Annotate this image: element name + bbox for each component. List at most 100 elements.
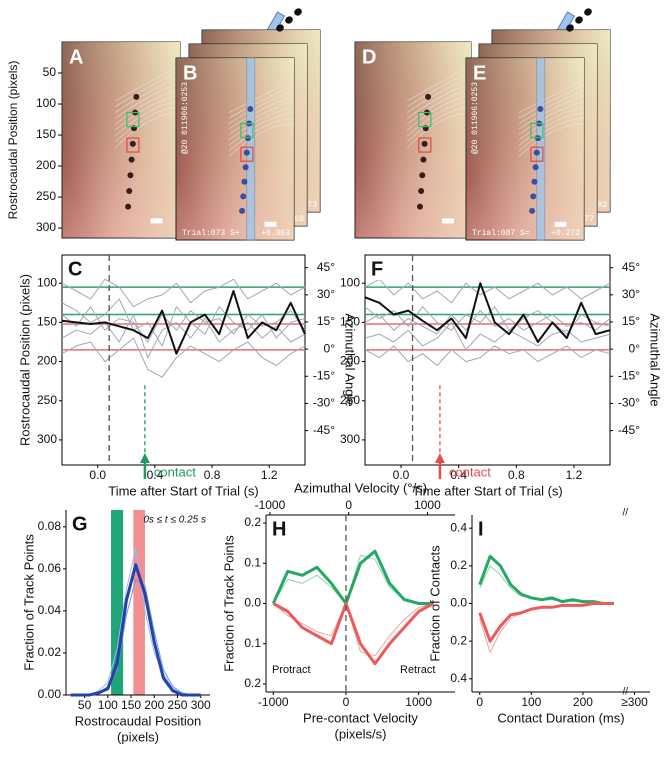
annotation: Protract	[272, 664, 311, 676]
whisker	[114, 94, 181, 131]
x2-axis-label: Azimuthal Velocity (°/s)	[294, 480, 427, 495]
green-box	[418, 111, 432, 128]
y-tick-label: 100	[37, 275, 57, 289]
follicle	[419, 172, 426, 179]
whisker	[114, 77, 181, 113]
whisker	[518, 106, 585, 141]
stack-dot	[575, 16, 583, 24]
green-box	[126, 111, 140, 128]
frame-number: 73	[307, 201, 317, 210]
data-line	[61, 337, 306, 378]
photo-light	[62, 42, 180, 238]
x-axis-label: (pixels)	[117, 729, 159, 744]
panel-letter: G	[72, 513, 88, 535]
y-tick-label: 0.1	[244, 636, 261, 650]
contact-arrowhead	[139, 453, 150, 463]
y-tick-label: 0.04	[38, 603, 62, 617]
x-tick-label: 150	[121, 698, 141, 712]
y2-tick-label: 45°	[317, 260, 335, 274]
x2-tick-label: -1000	[255, 498, 286, 512]
whisker	[114, 106, 181, 143]
y2-tick-label: 0°	[629, 341, 641, 355]
y2-axis-label: Azimuthal Angle	[343, 313, 358, 406]
red-box	[418, 137, 432, 153]
scale-bar	[442, 218, 454, 224]
y-tick-label: 0.4	[450, 520, 467, 534]
y2-axis-label: Azimuthal Angle	[648, 313, 663, 406]
x2-tick-label: 0	[345, 498, 352, 512]
whisker	[518, 101, 585, 135]
red-box	[240, 146, 254, 162]
y-tick-label: 0.06	[38, 561, 62, 575]
whisker	[228, 79, 295, 113]
follicle	[532, 164, 539, 171]
y2-tick-label: -15°	[618, 368, 640, 382]
contact-label: contact	[154, 464, 196, 479]
follicle	[425, 93, 432, 100]
y-tick-label: 200	[340, 354, 360, 368]
follicle	[533, 149, 540, 156]
data-line	[272, 603, 434, 657]
y-tick-label: 0.02	[38, 645, 62, 659]
axis-break: //	[622, 687, 628, 698]
whisker	[114, 112, 181, 149]
whisker	[518, 85, 585, 119]
x-tick-label: 0.0	[393, 468, 410, 482]
data-line	[61, 298, 306, 347]
follicle	[240, 193, 247, 200]
x-tick-label: 1000	[405, 695, 432, 709]
y2-tick-label: -45°	[618, 423, 640, 437]
time-offset: +0.272	[551, 229, 580, 238]
follicle	[126, 187, 133, 194]
y-tick-label: 250	[340, 393, 360, 407]
annotation: Retract	[400, 664, 435, 676]
data-line	[480, 556, 635, 603]
x-tick-label: 300	[191, 698, 211, 712]
follicle	[420, 156, 427, 163]
scale-bar	[150, 218, 163, 224]
stack-dot	[566, 24, 574, 32]
x-tick-label: 0.4	[147, 468, 164, 482]
follicle	[128, 156, 135, 163]
trial-stamp: Trial:087 S=	[472, 229, 530, 238]
data-line	[271, 549, 434, 605]
follicle	[239, 207, 246, 214]
x-tick-label: -1000	[258, 695, 289, 709]
stack-dot	[294, 8, 302, 16]
whisker	[518, 123, 585, 157]
letter-box	[69, 513, 91, 535]
x-tick-label: 0.4	[450, 468, 467, 482]
frame-id: @20 011906:0253	[181, 82, 190, 154]
follicle	[127, 172, 134, 179]
x-axis-label: Rostrocaudal Position	[75, 713, 201, 728]
y-axis-label: Fraction of Track Points	[21, 534, 36, 671]
data-line	[480, 604, 635, 653]
follicle	[530, 193, 537, 200]
y-tick-label: 250	[36, 189, 56, 203]
band	[133, 510, 145, 695]
x-tick-label: 0.8	[204, 468, 221, 482]
y-tick-label: 300	[37, 432, 57, 446]
whisker	[228, 117, 295, 152]
data-line	[272, 602, 434, 666]
letter-box	[269, 518, 291, 540]
red-box	[126, 137, 140, 153]
frame-id: @20 011906:0253	[471, 82, 480, 154]
whisker	[228, 95, 295, 130]
panel-letter: E	[473, 62, 486, 84]
green-box	[530, 122, 544, 139]
x-tick-label: 200	[573, 695, 593, 709]
data-line	[364, 321, 611, 351]
x-axis-label: Pre-contact Velocity	[303, 710, 418, 725]
contact-label: contact	[449, 464, 491, 479]
follicle	[529, 207, 536, 214]
y-tick-label: 200	[36, 158, 56, 172]
x-tick-label: 0.0	[89, 468, 106, 482]
stack-dot	[584, 8, 592, 16]
y-tick-label: 150	[37, 315, 57, 329]
green-box	[240, 122, 254, 139]
whisker	[518, 90, 585, 124]
data-line	[364, 310, 611, 335]
panel-letter: I	[478, 518, 484, 540]
